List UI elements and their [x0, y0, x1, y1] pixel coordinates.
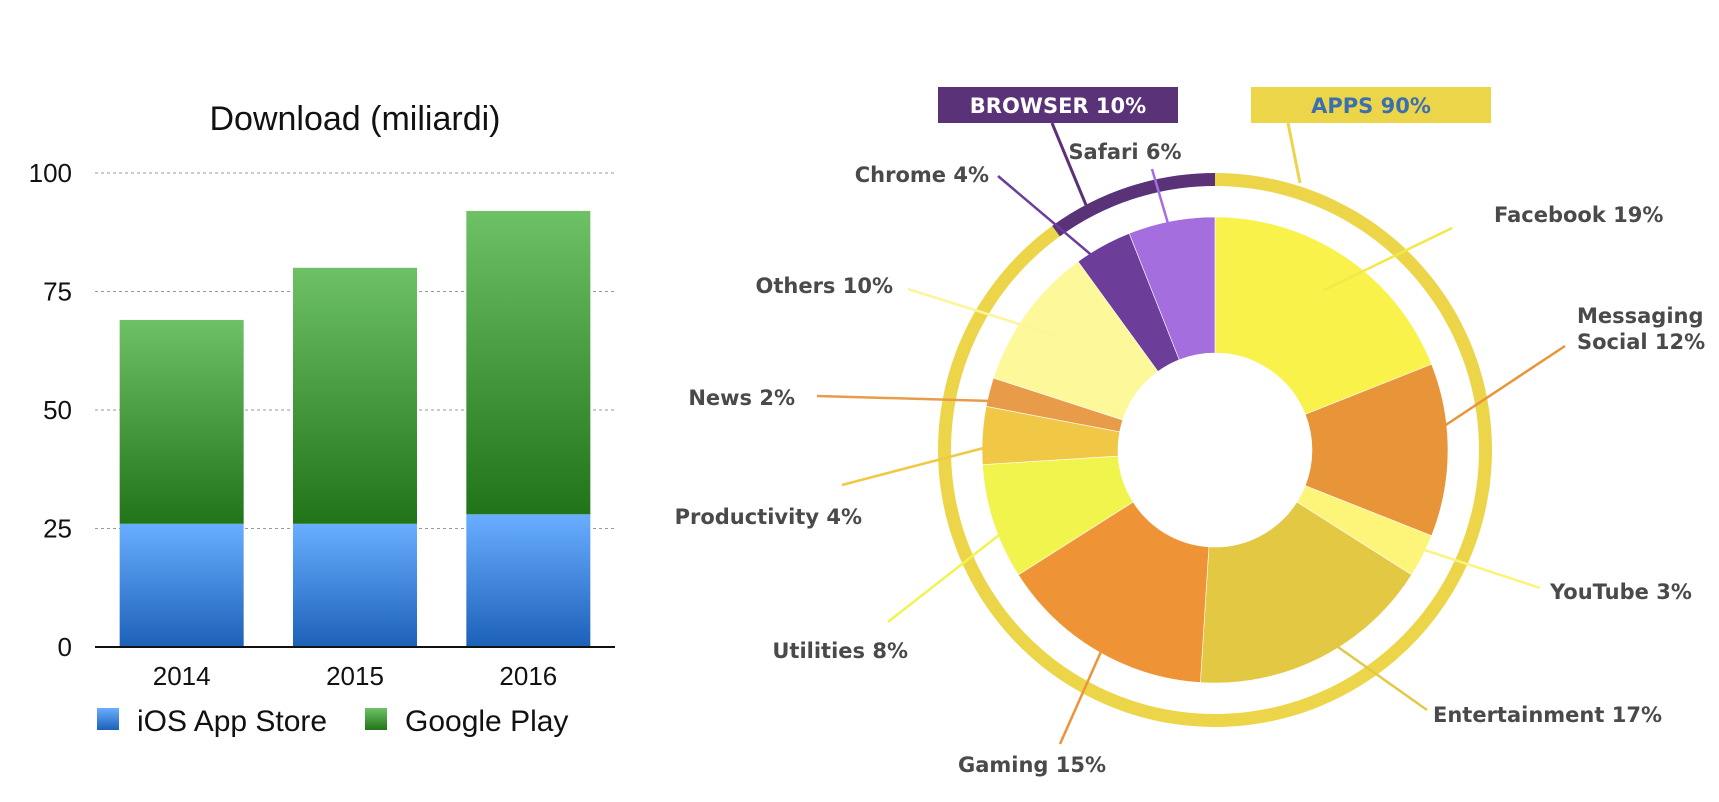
- bar-chart-title: Download (miliardi): [210, 100, 501, 138]
- bar-google-play-2016: [466, 210, 591, 515]
- y-tick-label: 100: [29, 158, 72, 188]
- bar-google-play-2014: [119, 319, 244, 524]
- donut-slice: [1304, 363, 1449, 537]
- slice-label: Messaging Social 12%: [1577, 304, 1705, 354]
- donut-chart: APPS 90% BROWSER 10% Facebook 19% Messagin…: [675, 87, 1706, 777]
- y-tick-label: 0: [58, 632, 72, 662]
- leader-lines: [816, 168, 1566, 745]
- bar-x-ticks: 2014 2015 2016: [153, 661, 558, 691]
- group-header-box: [1251, 87, 1491, 123]
- leader-line: [907, 287, 1060, 338]
- slice-label: Entertainment 17%: [1433, 703, 1662, 727]
- donut-slice: [1017, 501, 1210, 683]
- legend-label: iOS App Store: [137, 705, 327, 738]
- y-tick-label: 50: [43, 395, 72, 425]
- bar-bars: [119, 210, 591, 647]
- donut-slice: [1128, 216, 1216, 361]
- bar-y-ticks: 0 25 50 75 100: [29, 158, 72, 662]
- y-tick-label: 25: [43, 514, 72, 544]
- donut-slice: [1200, 501, 1413, 684]
- slice-label: YouTube 3%: [1549, 580, 1692, 604]
- donut-slice: [1214, 216, 1433, 415]
- x-tick-label: 2015: [326, 661, 384, 691]
- slice-label: News 2%: [688, 386, 795, 410]
- bar-ios-app-store-2014: [119, 523, 244, 647]
- bar-legend: iOS App Store Google Play: [97, 705, 568, 738]
- x-tick-label: 2016: [499, 661, 557, 691]
- slice-label: Chrome 4%: [855, 163, 989, 187]
- leader-line: [1322, 226, 1453, 292]
- bar-ios-app-store-2016: [466, 514, 591, 647]
- bar-google-play-2015: [293, 267, 417, 524]
- leader-line: [1150, 168, 1181, 261]
- slice-label: Utilities 8%: [772, 639, 908, 663]
- leader-line: [1386, 536, 1541, 590]
- header-leader: [1050, 122, 1088, 206]
- legend-swatch: [97, 708, 119, 730]
- y-tick-label: 75: [43, 277, 72, 307]
- x-tick-label: 2014: [153, 661, 211, 691]
- group-header-box: [938, 87, 1178, 123]
- leader-line: [841, 436, 1023, 487]
- legend-swatch: [365, 708, 387, 730]
- slice-label: Productivity 4%: [675, 505, 862, 529]
- group-headers: APPS 90% BROWSER 10%: [938, 87, 1491, 206]
- leader-line: [887, 508, 1033, 623]
- group-header-label: APPS 90%: [1311, 94, 1431, 118]
- leader-line: [1301, 620, 1428, 712]
- group-header-label: BROWSER 10%: [970, 94, 1146, 118]
- outer-ring-segment: [1052, 173, 1215, 237]
- header-leader: [1286, 122, 1302, 184]
- leader-line: [816, 394, 1029, 404]
- donut-slices: [981, 216, 1449, 684]
- bar-ios-app-store-2015: [293, 523, 417, 647]
- slice-label: Others 10%: [755, 274, 893, 298]
- leader-line: [1407, 344, 1566, 452]
- legend-label: Google Play: [405, 705, 568, 738]
- slice-labels: Facebook 19% Messaging Social 12% YouTube 3…: [675, 140, 1706, 777]
- slice-label: Facebook 19%: [1494, 203, 1663, 227]
- slice-label: Gaming 15%: [958, 753, 1106, 777]
- slice-label: Safari 6%: [1068, 140, 1181, 164]
- leader-line: [1058, 615, 1118, 745]
- leader-line: [997, 175, 1123, 282]
- outer-ring: [938, 173, 1493, 727]
